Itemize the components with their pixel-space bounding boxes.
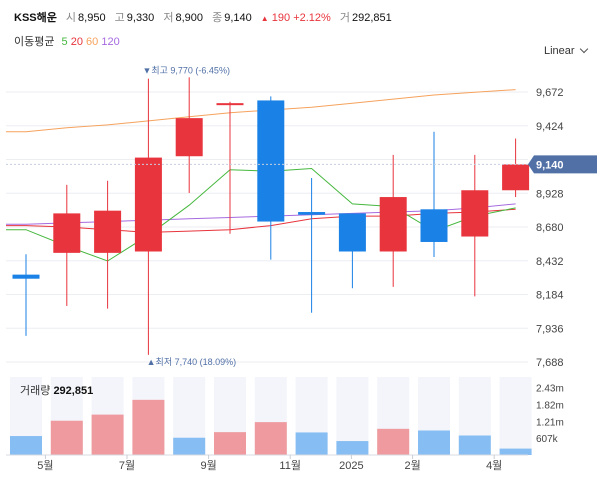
ma120-label: 120 (101, 36, 120, 48)
open-value: 8,950 (78, 12, 106, 24)
volume-bar (214, 432, 246, 455)
volume-bar (295, 432, 328, 455)
x-tick-label: 7월 (119, 459, 135, 472)
volume-bar (458, 435, 491, 455)
x-tick-label: 2월 (404, 459, 420, 472)
volume-tick-label: 607k (536, 434, 559, 445)
volume-bar (377, 428, 410, 455)
low-value: 8,900 (175, 12, 204, 24)
y-tick-label: 8,680 (536, 222, 564, 234)
high-value: 9,330 (126, 12, 155, 24)
candle-body (94, 210, 122, 253)
y-tick-label: 8,184 (536, 290, 564, 302)
candle-body (216, 103, 244, 106)
candle-body (175, 118, 203, 157)
y-tick-label: 8,432 (536, 256, 564, 268)
y-tick-label: 7,688 (536, 357, 564, 369)
candle-body (502, 164, 530, 191)
ma-legend-title: 이동평균 (14, 36, 55, 48)
change-arrow-icon: ▲ (260, 14, 269, 23)
volume-bar (132, 399, 165, 455)
volume-bar (10, 436, 42, 455)
stock-name: KSS해운 (14, 12, 57, 24)
ma60-label: 60 (86, 36, 99, 48)
candle-body (379, 197, 407, 252)
volume-bar (91, 414, 124, 455)
y-tick-label: 9,672 (536, 87, 564, 99)
open-label: 시 (65, 12, 77, 24)
y-tick-label: 9,424 (536, 121, 564, 133)
volume-panel-title: 거래량 (20, 385, 51, 397)
close-value: 9,140 (224, 12, 252, 24)
volume-bar (336, 441, 369, 455)
scale-dropdown[interactable]: Linear (544, 44, 588, 57)
candle-body (461, 190, 489, 237)
candle-body (257, 100, 285, 222)
volume-bar (254, 422, 287, 455)
x-tick-label: 11월 (279, 459, 301, 472)
ma20-label: 20 (70, 36, 83, 48)
ma5-label: 5 (61, 36, 68, 48)
x-tick-label: 9월 (200, 459, 216, 472)
volume-bar (418, 430, 450, 455)
volume-column-bg (499, 377, 532, 455)
scale-label: Linear (544, 45, 575, 57)
candle-body (338, 213, 366, 252)
volume-bar (173, 437, 206, 455)
close-label: 종 (212, 12, 223, 24)
low-label: 저 (163, 12, 174, 24)
current-price-tag (528, 155, 597, 174)
max-price-annotation: ▼최고 9,770 (-6.45%) (142, 66, 230, 76)
candle-body (12, 274, 40, 279)
volume-label: 거 (339, 12, 351, 24)
volume-bar (50, 420, 83, 455)
current-price-label: 9,140 (536, 159, 564, 171)
candle-body (420, 209, 448, 242)
x-tick-label: 4월 (486, 459, 502, 472)
min-price-annotation: ▲최저 7,740 (18.09%) (147, 357, 237, 367)
x-tick-label: 5월 (37, 459, 53, 472)
high-label: 고 (114, 12, 125, 24)
volume-bar (499, 448, 532, 455)
volume-tick-label: 1.82m (536, 400, 564, 411)
change-value: 190 (271, 12, 291, 24)
volume-tick-label: 1.21m (536, 417, 564, 428)
volume-value: 292,851 (352, 12, 392, 24)
volume-tick-label: 2.43m (536, 383, 564, 394)
y-tick-label: 7,936 (536, 323, 564, 335)
volume-panel-label: 거래량 292,851 (20, 382, 93, 398)
x-tick-label: 2025 (339, 460, 363, 472)
candle-body (53, 213, 81, 253)
candle-body (298, 212, 326, 215)
y-tick-label: 8,928 (536, 188, 564, 200)
quote-header: KSS해운 시 8,950 고 9,330 저 8,900 종 9,140 ▲ 190 … (14, 9, 398, 25)
change-percent: +2.12% (293, 12, 331, 24)
moving-average-legend[interactable]: 이동평균 5 20 60 120 (14, 33, 120, 49)
volume-panel-current: 292,851 (53, 385, 94, 397)
ma60-line (6, 89, 516, 133)
candle-body (134, 157, 162, 252)
